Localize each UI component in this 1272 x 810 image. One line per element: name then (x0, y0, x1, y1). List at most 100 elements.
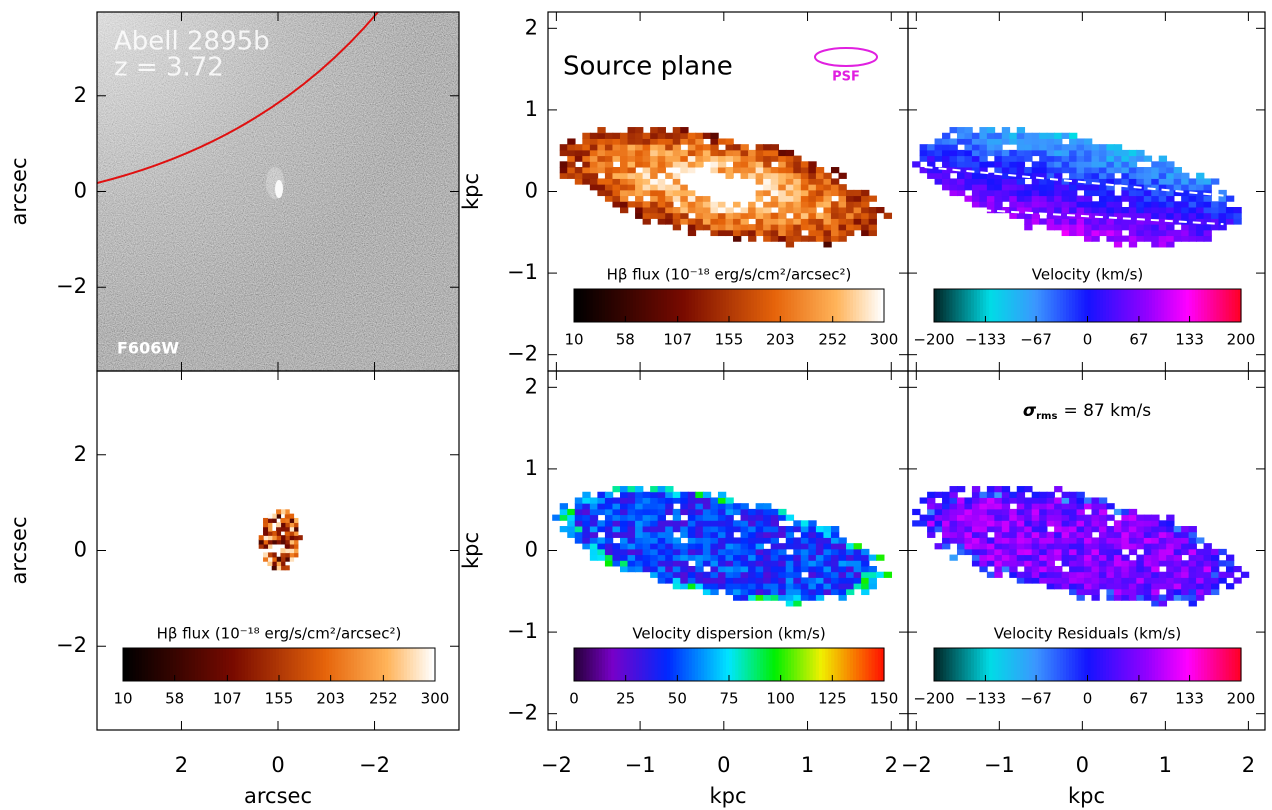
map-pixel (271, 517, 277, 523)
map-pixel (635, 537, 644, 544)
map-pixel (1233, 218, 1242, 225)
colorbar-cell (698, 648, 702, 681)
map-pixel (695, 497, 704, 504)
map-pixel (1016, 508, 1026, 516)
map-pixel (1091, 514, 1100, 521)
map-pixel (1106, 178, 1115, 185)
map-pixel (1046, 218, 1055, 225)
map-pixel (620, 543, 629, 550)
map-pixel (1166, 161, 1175, 168)
colorbar-cell (964, 289, 969, 322)
map-pixel (1098, 560, 1108, 567)
map-pixel (1046, 212, 1055, 219)
map-pixel (702, 520, 712, 527)
map-pixel (567, 531, 576, 538)
colorbar-cell (1188, 648, 1193, 681)
map-pixel (589, 526, 599, 533)
map-pixel (1091, 537, 1100, 544)
map-pixel (1091, 503, 1100, 510)
map-pixel (635, 212, 644, 219)
map-pixel (657, 138, 666, 145)
map-pixel (642, 554, 651, 561)
map-pixel (733, 235, 742, 242)
map-pixel (830, 566, 840, 573)
map-pixel (1128, 161, 1138, 168)
map-pixel (1084, 543, 1093, 550)
colorbar-cell (1066, 648, 1070, 681)
map-pixel (994, 172, 1003, 179)
map-pixel (815, 577, 825, 584)
map-pixel (1084, 520, 1093, 527)
map-pixel (1188, 218, 1197, 225)
map-pixel (1061, 531, 1070, 538)
colorbar-cell (1102, 648, 1107, 681)
colorbar-tick-label: 200 (1227, 331, 1256, 349)
map-pixel (1106, 554, 1115, 561)
colorbar-cell (862, 289, 866, 322)
map-pixel (1196, 577, 1205, 584)
y-tick-label: −2 (507, 701, 538, 725)
map-pixel (280, 522, 286, 528)
map-pixel (956, 155, 966, 162)
map-pixel (1196, 195, 1205, 202)
map-pixel (733, 566, 742, 573)
map-pixel (770, 560, 779, 567)
map-pixel (1076, 491, 1085, 498)
map-pixel (733, 588, 742, 596)
map-pixel (650, 212, 659, 219)
map-pixel (717, 218, 727, 225)
map-pixel (949, 531, 958, 538)
colorbar-cell (787, 648, 792, 681)
map-pixel (934, 491, 943, 498)
map-pixel (702, 491, 712, 498)
x-axis-label: kpc (709, 784, 746, 808)
colorbar-cell (806, 289, 811, 322)
map-pixel (650, 526, 659, 533)
map-pixel (1054, 212, 1063, 219)
colorbar-cell (1191, 289, 1196, 322)
map-pixel (986, 201, 996, 208)
colorbar-cell (1139, 648, 1144, 681)
map-pixel (808, 594, 817, 601)
map-pixel (695, 149, 704, 157)
map-pixel (574, 149, 584, 157)
map-pixel (956, 161, 966, 168)
map-pixel (263, 556, 269, 562)
map-pixel (1039, 178, 1048, 185)
map-pixel (748, 189, 757, 197)
colorbar-cell (967, 648, 972, 681)
map-pixel (830, 537, 840, 544)
map-pixel (800, 531, 810, 538)
colorbar-cell (1201, 289, 1205, 322)
map-pixel (604, 548, 614, 556)
map-pixel (1009, 554, 1018, 561)
map-pixel (612, 195, 621, 202)
map-pixel (289, 552, 295, 558)
colorbar-cell (328, 648, 333, 681)
map-pixel (942, 526, 951, 533)
map-pixel (994, 161, 1003, 168)
map-pixel (1069, 144, 1078, 151)
map-pixel (1031, 212, 1041, 219)
map-pixel (1151, 241, 1160, 248)
map-pixel (964, 548, 973, 556)
map-pixel (1098, 537, 1108, 544)
map-pixel (838, 195, 847, 202)
map-pixel (1061, 514, 1070, 521)
map-pixel (280, 509, 286, 515)
map-pixel (994, 184, 1003, 191)
map-pixel (589, 167, 599, 174)
map-pixel (635, 491, 644, 498)
x-tick-label: 2 (885, 753, 898, 777)
colorbar-cell (797, 289, 801, 322)
map-pixel (582, 161, 591, 168)
map-pixel (763, 503, 772, 510)
colorbar-cell (595, 648, 600, 681)
colorbar-cell (1038, 289, 1043, 322)
map-pixel (672, 514, 682, 521)
map-pixel (604, 514, 614, 521)
map-pixel (964, 526, 973, 533)
map-pixel (1084, 577, 1093, 584)
map-pixel (695, 531, 704, 538)
map-pixel (1166, 212, 1175, 219)
